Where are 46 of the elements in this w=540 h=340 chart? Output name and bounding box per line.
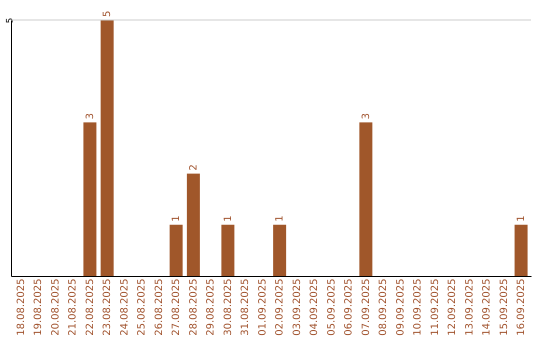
x-tick-label: 27.08.2025 [171,278,182,336]
x-tick-label: 03.09.2025 [292,278,303,336]
x-tick-label: 21.08.2025 [68,278,79,336]
x-tick-label: 16.09.2025 [516,278,528,336]
x-tick-label: 19.08.2025 [33,278,44,336]
x-tick-label: 11.09.2025 [430,278,441,336]
x-tick-label: 25.08.2025 [136,278,148,336]
x-tick-label: 08.09.2025 [378,278,390,336]
data-label: 1 [516,215,528,222]
data-label: 1 [222,215,234,222]
x-tick-label: 07.09.2025 [360,278,372,336]
bar [83,122,96,276]
data-label: 1 [171,215,182,222]
x-tick-label: 30.08.2025 [222,278,234,336]
data-label: 5 [102,10,114,17]
data-label: 2 [188,164,200,171]
data-label: 1 [274,215,286,222]
data-label: 3 [84,113,96,120]
bar [170,224,183,276]
x-tick-label: 05.09.2025 [326,278,338,336]
data-label: 3 [360,113,372,120]
bar [359,122,372,276]
x-tick-label: 15.09.2025 [498,278,510,336]
bar [273,224,286,276]
x-tick-label: 12.09.2025 [447,278,458,336]
x-tick-label: 09.09.2025 [395,278,406,336]
x-tick-label: 28.08.2025 [188,278,200,336]
x-tick-label: 06.09.2025 [344,278,355,336]
bar [221,224,234,276]
bar [186,174,200,276]
x-tick-label: 24.08.2025 [119,278,130,336]
x-tick-label: 02.09.2025 [274,278,286,336]
x-tick-label: 01.09.2025 [257,278,268,336]
x-tick-label: 18.08.2025 [16,278,27,336]
x-tick-label: 23.08.2025 [102,278,114,336]
x-tick-label: 22.08.2025 [84,278,96,336]
x-tick-label: 14.09.2025 [482,278,493,336]
x-tick-label: 13.09.2025 [464,278,476,336]
x-tick-label: 20.08.2025 [50,278,62,336]
bar [514,224,528,276]
x-tick-label: 26.08.2025 [154,278,165,336]
bar [100,20,114,276]
x-tick-label: 04.09.2025 [309,278,320,336]
x-tick-label: 31.08.2025 [240,278,252,336]
x-tick-label: 10.09.2025 [412,278,424,336]
x-tick-label: 29.08.2025 [206,278,217,336]
